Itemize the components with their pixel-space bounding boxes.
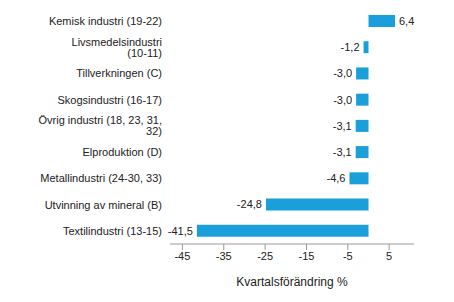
svg-text:-3,0: -3,0 [333, 67, 352, 79]
svg-text:5: 5 [386, 250, 392, 262]
svg-text:-45: -45 [174, 250, 190, 262]
svg-text:Kemisk industri (19-22): Kemisk industri (19-22) [49, 15, 162, 27]
svg-text:Skogsindustri (16-17): Skogsindustri (16-17) [57, 94, 162, 106]
svg-text:Livsmedelsindustri(10-11): Livsmedelsindustri(10-11) [72, 36, 162, 59]
svg-text:-3,1: -3,1 [333, 120, 352, 132]
svg-text:Tillverkningen (C): Tillverkningen (C) [76, 67, 162, 79]
svg-text:Utvinning av mineral (B): Utvinning av mineral (B) [45, 199, 162, 211]
svg-text:-25: -25 [257, 250, 273, 262]
svg-text:Övrig industri (18, 23, 31,32): Övrig industri (18, 23, 31,32) [38, 114, 162, 137]
svg-text:-3,0: -3,0 [333, 94, 352, 106]
svg-text:-5: -5 [343, 250, 353, 262]
svg-text:Metallindustri (24-30, 33): Metallindustri (24-30, 33) [40, 172, 162, 184]
svg-text:-4,6: -4,6 [327, 172, 346, 184]
svg-text:-41,5: -41,5 [168, 225, 193, 237]
svg-text:Textilindustri (13-15): Textilindustri (13-15) [63, 225, 162, 237]
svg-text:6,4: 6,4 [399, 15, 414, 27]
svg-text:Elproduktion (D): Elproduktion (D) [83, 146, 162, 158]
svg-text:-3,1: -3,1 [333, 146, 352, 158]
svg-text:-1,2: -1,2 [341, 41, 360, 53]
svg-text:Kvartalsförändring %: Kvartalsförändring % [236, 275, 348, 289]
svg-text:-35: -35 [216, 250, 232, 262]
svg-text:-24,8: -24,8 [237, 198, 262, 210]
svg-text:-15: -15 [299, 250, 315, 262]
